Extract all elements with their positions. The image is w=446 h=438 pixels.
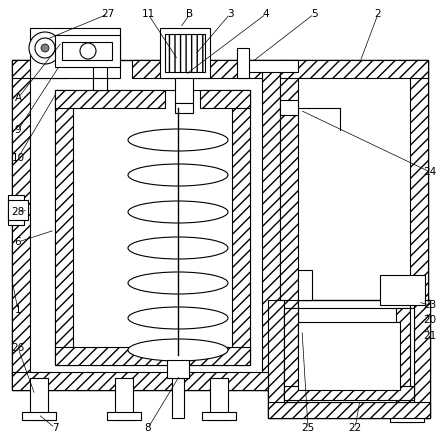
Text: 26: 26	[12, 343, 25, 353]
Bar	[132, 60, 262, 78]
Text: 23: 23	[423, 300, 437, 310]
Ellipse shape	[128, 237, 228, 259]
Text: 1: 1	[15, 305, 21, 315]
Ellipse shape	[128, 164, 228, 186]
Bar	[298, 322, 400, 390]
Bar	[202, 412, 236, 420]
Bar	[232, 90, 250, 365]
Circle shape	[29, 32, 61, 64]
Text: 10: 10	[12, 153, 25, 163]
Bar	[390, 414, 424, 422]
Bar	[55, 347, 250, 365]
Bar	[8, 200, 28, 220]
Bar	[30, 28, 120, 78]
Bar	[262, 60, 280, 390]
Text: 7: 7	[52, 423, 58, 433]
Bar	[55, 90, 165, 108]
Bar	[175, 103, 193, 113]
Bar	[284, 386, 414, 400]
Ellipse shape	[128, 339, 228, 361]
Bar	[298, 270, 312, 300]
Text: 25: 25	[301, 423, 314, 433]
Bar	[240, 60, 298, 72]
Bar	[115, 378, 133, 420]
Ellipse shape	[128, 272, 228, 294]
Bar	[284, 308, 298, 402]
Bar	[280, 60, 428, 380]
Bar	[12, 60, 30, 390]
Bar	[268, 300, 284, 418]
Circle shape	[41, 44, 49, 52]
Bar	[172, 378, 184, 418]
Bar	[160, 28, 210, 78]
Bar	[410, 60, 428, 380]
Bar	[414, 300, 430, 418]
Bar	[280, 60, 428, 78]
Bar	[55, 35, 120, 67]
Text: 9: 9	[15, 125, 21, 135]
Bar	[107, 412, 141, 420]
Bar	[396, 308, 410, 402]
Bar	[268, 300, 430, 418]
Bar	[268, 402, 430, 418]
Bar	[280, 362, 428, 380]
Ellipse shape	[128, 307, 228, 329]
Bar	[175, 78, 193, 103]
Bar	[284, 308, 414, 402]
Ellipse shape	[128, 129, 228, 151]
Text: 3: 3	[227, 9, 233, 19]
Bar	[167, 360, 189, 378]
Bar	[30, 378, 48, 420]
Bar	[55, 90, 73, 365]
Bar	[280, 100, 298, 115]
Text: 28: 28	[12, 207, 25, 217]
Bar	[93, 78, 107, 90]
Bar	[93, 60, 107, 90]
Text: A: A	[14, 93, 21, 103]
Text: 5: 5	[311, 9, 317, 19]
Text: 27: 27	[101, 9, 115, 19]
Bar	[8, 195, 24, 225]
Text: 20: 20	[423, 315, 437, 325]
Bar	[12, 60, 67, 78]
Bar	[280, 60, 298, 380]
Circle shape	[80, 43, 96, 59]
Text: 2: 2	[375, 9, 381, 19]
Bar	[165, 34, 205, 72]
Text: 21: 21	[423, 331, 437, 341]
Bar	[298, 78, 410, 362]
Bar	[380, 275, 425, 305]
Bar	[12, 372, 280, 390]
Bar	[200, 90, 250, 108]
Bar	[55, 90, 250, 365]
Text: 6: 6	[15, 237, 21, 247]
Text: 8: 8	[145, 423, 151, 433]
Text: 22: 22	[348, 423, 362, 433]
Bar	[22, 412, 56, 420]
Bar	[298, 78, 410, 362]
Bar	[62, 42, 112, 60]
Text: 24: 24	[423, 167, 437, 177]
Bar	[398, 380, 416, 422]
Bar	[210, 378, 228, 420]
Ellipse shape	[128, 201, 228, 223]
Text: 11: 11	[141, 9, 155, 19]
Bar	[237, 48, 249, 78]
Bar	[12, 60, 280, 390]
Text: B: B	[186, 9, 194, 19]
Text: 4: 4	[263, 9, 269, 19]
